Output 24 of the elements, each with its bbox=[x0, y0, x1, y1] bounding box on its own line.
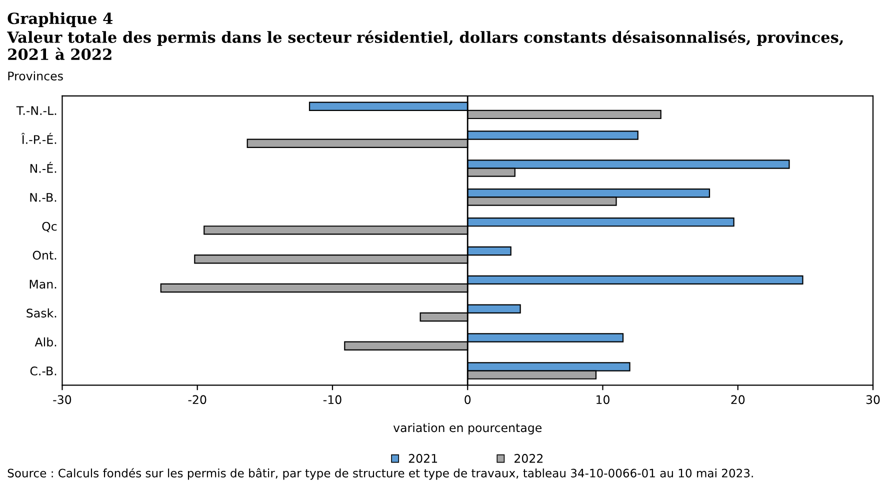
chart-subtitle: Valeur totale des permis dans le secteur résidentiel, dollars constants désaisonnalisés, provinces, 2021 à 2022 bbox=[7, 30, 843, 60]
x-axis-title: variation en pourcentage bbox=[393, 423, 542, 434]
x-tick-label: -10 bbox=[323, 395, 342, 404]
x-tick-label: -20 bbox=[188, 395, 206, 404]
legend-label: 2021 bbox=[408, 454, 438, 463]
y-tick-label: N.-B. bbox=[30, 193, 56, 202]
y-tick-label: Alb. bbox=[34, 337, 56, 346]
y-tick-label: Î.-P.-É. bbox=[21, 132, 56, 144]
y-tick-label: Man. bbox=[30, 280, 56, 289]
y-tick-label: Ont. bbox=[32, 250, 56, 260]
y-tick-label: N.-É. bbox=[30, 162, 56, 173]
chart-title: Graphique 4 bbox=[8, 12, 113, 28]
legend-label: 2022 bbox=[514, 454, 543, 463]
source-note: Source : Calculs fondés sur les permis de bâtir, par type de structure et type de travaux, tableau 34-10-0066-01 au 10 mai 2023. bbox=[8, 468, 753, 480]
y-tick-label: Sask. bbox=[26, 308, 56, 318]
y-tick-label: Qc bbox=[42, 222, 57, 232]
y-tick-label: C.-B. bbox=[30, 366, 56, 376]
y-axis-title: Provinces bbox=[8, 71, 63, 80]
x-tick-label: 0 bbox=[464, 395, 471, 404]
y-tick-label: T.-N.-L. bbox=[16, 106, 56, 115]
x-tick-label: 10 bbox=[596, 395, 610, 404]
x-tick-label: 20 bbox=[731, 395, 745, 404]
x-tick-label: -30 bbox=[53, 395, 72, 404]
x-tick-label: 30 bbox=[866, 395, 880, 404]
